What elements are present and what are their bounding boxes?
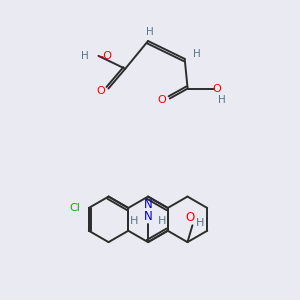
Text: H: H [146,27,154,37]
Text: H: H [193,49,200,59]
Text: Cl: Cl [70,203,80,213]
Text: H: H [218,95,226,106]
Text: O: O [158,95,166,106]
Text: N: N [144,198,152,211]
Text: O: O [186,211,195,224]
Text: O: O [212,84,221,94]
Text: H: H [130,216,138,226]
Text: H: H [196,218,205,228]
Text: -O: -O [100,51,112,61]
Text: H: H [158,216,166,226]
Text: N: N [144,210,152,223]
Text: H: H [81,51,88,61]
Text: O: O [96,85,105,96]
